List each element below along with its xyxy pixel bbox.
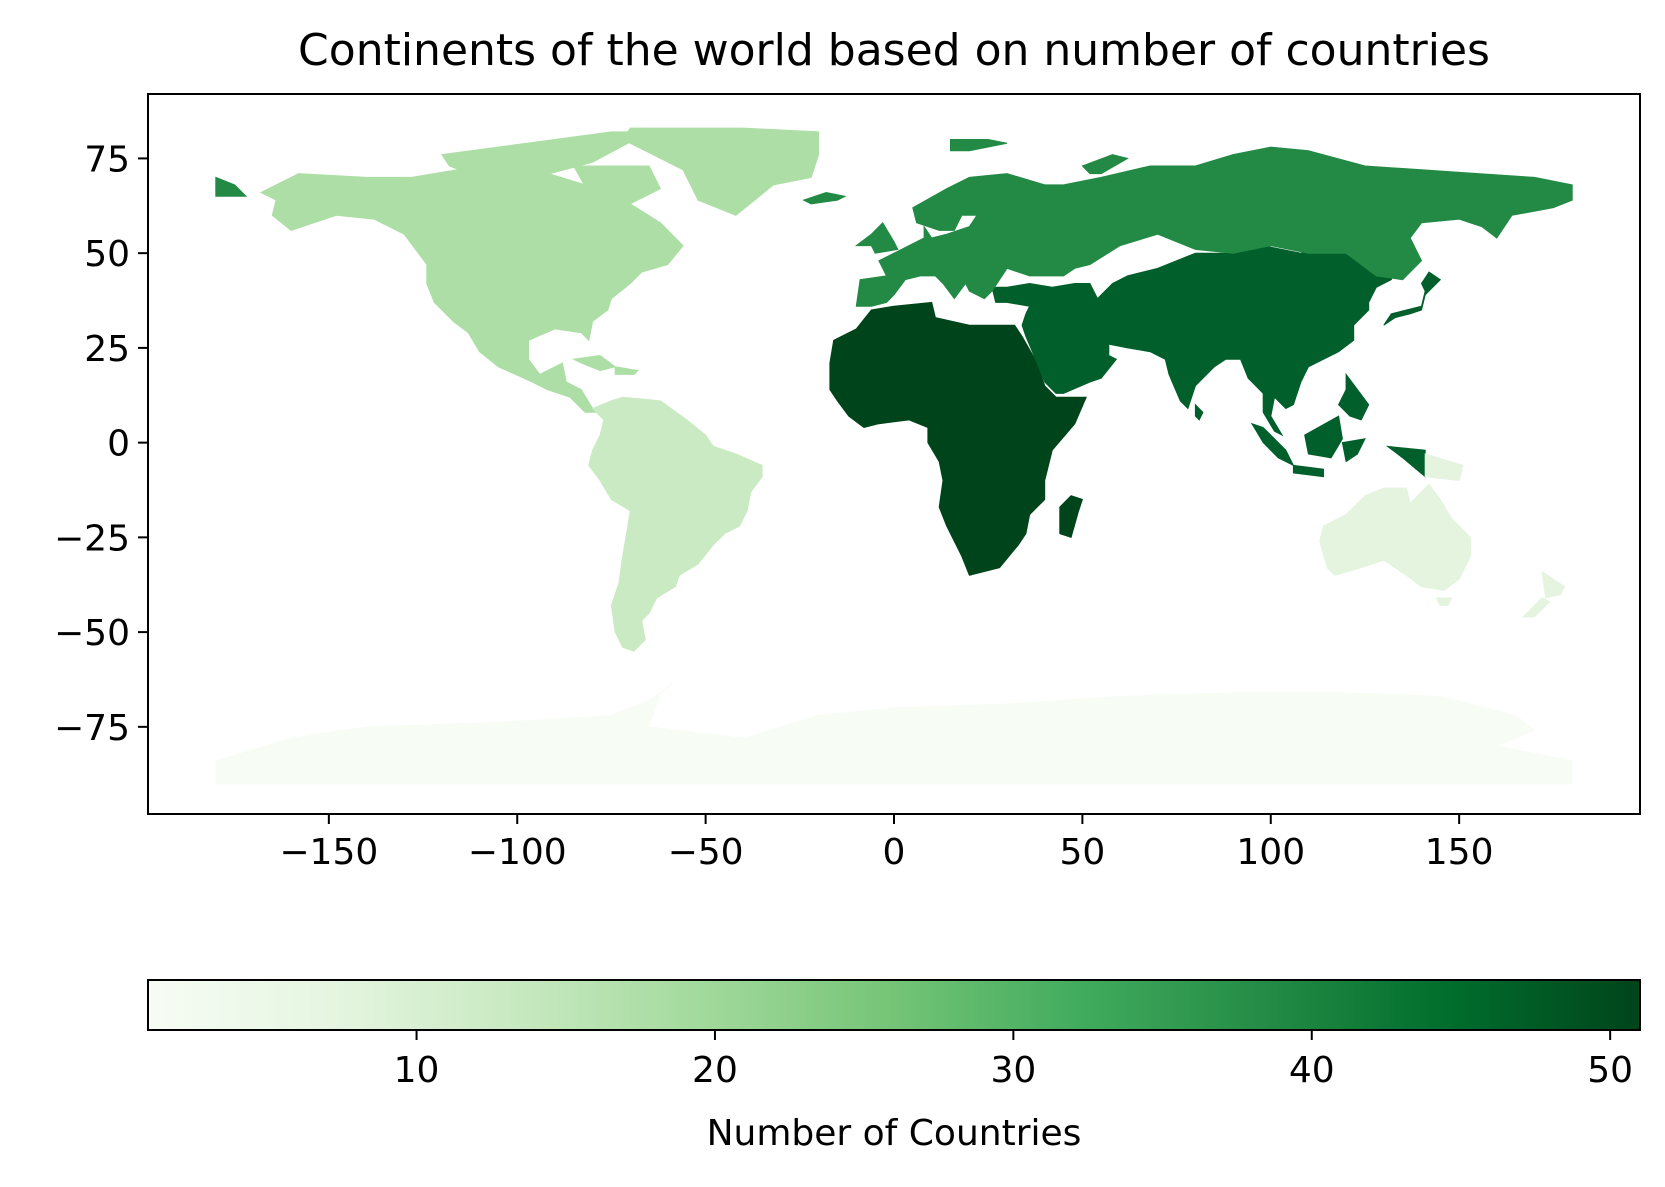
region-shape — [855, 146, 1573, 307]
region-shape — [829, 301, 1087, 576]
region-south-america — [588, 396, 763, 652]
region-shape — [588, 396, 763, 652]
region-europe — [215, 139, 1573, 307]
region-shape — [1081, 154, 1129, 175]
region-shape — [991, 241, 1400, 437]
region-shape — [950, 139, 1008, 152]
region-shape — [215, 680, 1573, 785]
region-shape — [802, 191, 847, 205]
region-shape — [259, 165, 684, 413]
x-tick-label: −100 — [468, 832, 567, 873]
y-tick-label: 75 — [84, 139, 130, 180]
colorbar-ticks: 10 20 30 40 50 — [394, 1030, 1633, 1091]
x-tick-label: 0 — [883, 832, 906, 873]
region-shape — [441, 131, 650, 178]
colorbar-label: Number of Countries — [707, 1113, 1082, 1154]
region-shape — [215, 176, 248, 197]
region-north-america — [259, 127, 820, 413]
x-axis: −150 −100 −50 0 50 100 150 — [279, 814, 1494, 873]
colorbar-tick-label: 30 — [990, 1050, 1036, 1091]
region-shape — [1521, 597, 1551, 618]
region-oceania — [1319, 453, 1566, 618]
colorbar-tick-label: 50 — [1587, 1050, 1633, 1091]
x-tick-label: −50 — [668, 832, 744, 873]
region-shape — [1435, 597, 1453, 607]
x-tick-label: −150 — [279, 832, 378, 873]
x-tick-label: 100 — [1236, 832, 1305, 873]
y-axis: 75 50 25 0 −25 −50 −75 — [54, 139, 148, 749]
region-shape — [1337, 372, 1370, 421]
region-shape — [1424, 453, 1464, 482]
region-antarctica — [215, 680, 1573, 785]
y-tick-label: 0 — [107, 424, 130, 465]
region-shape — [572, 165, 662, 209]
region-shape — [1541, 570, 1566, 599]
colorbar — [147, 979, 1641, 1031]
region-shape — [1194, 403, 1204, 421]
region-shape — [1341, 438, 1366, 463]
colorbar-tick-label: 10 — [394, 1050, 440, 1091]
region-shape — [1319, 483, 1471, 591]
x-tick-label: 50 — [1059, 832, 1105, 873]
region-shape — [1059, 495, 1084, 539]
y-tick-label: 50 — [84, 234, 130, 275]
colorbar-tick-label: 20 — [692, 1050, 738, 1091]
y-tick-label: −50 — [54, 613, 130, 654]
y-tick-label: −25 — [54, 518, 130, 559]
y-tick-label: −75 — [54, 708, 130, 749]
x-tick-label: 150 — [1425, 832, 1494, 873]
chart-title: Continents of the world based on number … — [298, 25, 1490, 76]
region-africa — [829, 301, 1087, 576]
region-shape — [854, 221, 899, 254]
region-shape — [1304, 415, 1343, 459]
region-shape — [1292, 464, 1324, 478]
map-regions — [215, 127, 1573, 785]
region-shape — [1383, 271, 1442, 326]
y-tick-label: 25 — [84, 329, 130, 370]
region-shape — [572, 354, 617, 372]
colorbar-tick-label: 40 — [1289, 1050, 1335, 1091]
region-shape — [621, 127, 820, 216]
region-shape — [614, 366, 639, 375]
